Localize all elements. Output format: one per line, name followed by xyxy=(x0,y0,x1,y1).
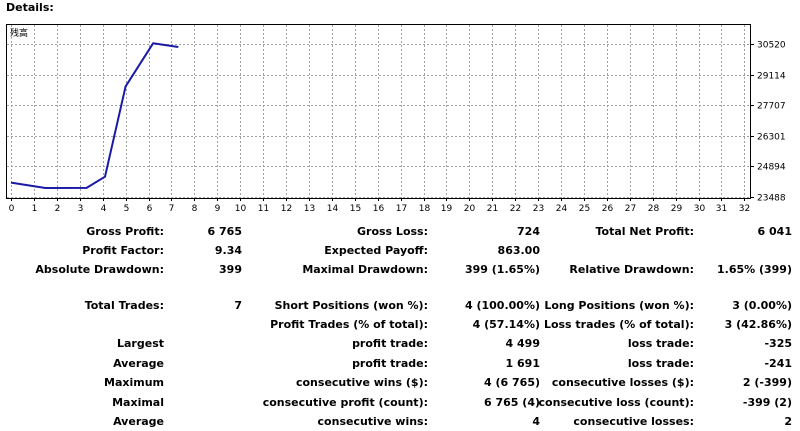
y-tick-label: 24894 xyxy=(757,163,786,173)
relative-drawdown-label: Relative Drawdown: xyxy=(569,263,694,276)
x-tick-label: 30 xyxy=(694,204,706,214)
avg-consec-wins-value: 4 xyxy=(532,415,540,428)
x-tick-label: 24 xyxy=(556,204,568,214)
maximal-consec-loss-label: consecutive loss (count): xyxy=(538,396,694,409)
x-tick-label: 23 xyxy=(533,204,544,214)
x-tick-label: 31 xyxy=(716,204,727,214)
largest-loss-value: -325 xyxy=(764,337,792,350)
x-tick-label: 4 xyxy=(101,204,107,214)
average-label: Average xyxy=(113,357,164,370)
maximal-consec-profit-label: consecutive profit (count): xyxy=(262,396,428,409)
maximal-drawdown-value: 399 (1.65%) xyxy=(464,263,540,276)
gross-loss-label: Gross Loss: xyxy=(357,225,428,238)
legend-label: 残高 xyxy=(10,27,28,39)
profit-trades-label: Profit Trades (% of total): xyxy=(270,318,428,331)
avg-consec-losses-value: 2 xyxy=(784,415,792,428)
max-consec-wins-label: consecutive wins ($): xyxy=(295,376,428,389)
y-tick-label: 30520 xyxy=(757,41,786,51)
largest-loss-label: loss trade: xyxy=(627,337,694,350)
details-heading: Details: xyxy=(6,1,54,14)
x-tick-label: 18 xyxy=(419,204,431,214)
average-loss-value: -241 xyxy=(764,357,792,370)
total-trades-value: 7 xyxy=(234,299,242,312)
largest-label: Largest xyxy=(117,337,164,350)
y-tick-label: 29114 xyxy=(757,72,786,82)
profit-factor-value: 9.34 xyxy=(214,244,242,257)
average2-label: Average xyxy=(113,415,164,428)
avg-consec-losses-label: consecutive losses: xyxy=(573,415,694,428)
gross-profit-value: 6 765 xyxy=(207,225,242,238)
max-consec-losses-label: consecutive losses ($): xyxy=(551,376,694,389)
x-tick-label: 11 xyxy=(258,204,269,214)
absolute-drawdown-value: 399 xyxy=(219,263,242,276)
relative-drawdown-value: 1.65% (399) xyxy=(716,263,792,276)
x-tick-label: 12 xyxy=(281,204,292,214)
absolute-drawdown-label: Absolute Drawdown: xyxy=(35,263,164,276)
average-loss-label: loss trade: xyxy=(627,357,694,370)
x-tick-label: 28 xyxy=(648,204,660,214)
x-tick-label: 27 xyxy=(625,204,636,214)
x-tick-label: 21 xyxy=(487,204,498,214)
average-profit-value: 1 691 xyxy=(505,357,540,370)
short-positions-value: 4 (100.00%) xyxy=(464,299,540,312)
profit-factor-label: Profit Factor: xyxy=(82,244,164,257)
long-positions-value: 3 (0.00%) xyxy=(732,299,792,312)
x-tick-label: 15 xyxy=(350,204,361,214)
long-positions-label: Long Positions (won %): xyxy=(544,299,694,312)
x-tick-label: 19 xyxy=(441,204,453,214)
x-tick-label: 22 xyxy=(510,204,521,214)
x-tick-label: 3 xyxy=(78,204,84,214)
gross-profit-label: Gross Profit: xyxy=(86,225,164,238)
avg-consec-wins-label: consecutive wins: xyxy=(317,415,428,428)
x-tick-label: 13 xyxy=(304,204,315,214)
x-tick-label: 8 xyxy=(192,204,198,214)
total-trades-label: Total Trades: xyxy=(84,299,164,312)
max-consec-wins-value: 4 (6 765) xyxy=(484,376,540,389)
y-tick-label: 27707 xyxy=(757,102,786,112)
x-tick-label: 10 xyxy=(235,204,247,214)
x-tick-label: 17 xyxy=(396,204,407,214)
balance-series-line xyxy=(10,42,179,189)
maximal-label: Maximal xyxy=(112,396,164,409)
average-profit-label: profit trade: xyxy=(352,357,428,370)
expected-payoff-value: 863.00 xyxy=(497,244,540,257)
largest-profit-value: 4 499 xyxy=(505,337,540,350)
expected-payoff-label: Expected Payoff: xyxy=(324,244,428,257)
x-tick-label: 6 xyxy=(147,204,153,214)
short-positions-label: Short Positions (won %): xyxy=(274,299,428,312)
x-tick-label: 32 xyxy=(739,204,750,214)
x-tick-label: 7 xyxy=(169,204,175,214)
x-tick-label: 20 xyxy=(464,204,476,214)
x-tick-label: 2 xyxy=(55,204,61,214)
total-net-profit-value: 6 041 xyxy=(757,225,792,238)
gross-loss-value: 724 xyxy=(517,225,540,238)
total-net-profit-label: Total Net Profit: xyxy=(595,225,695,238)
max-consec-losses-value: 2 (-399) xyxy=(742,376,792,389)
x-tick-label: 16 xyxy=(373,204,385,214)
loss-trades-label: Loss trades (% of total): xyxy=(543,318,694,331)
y-tick-label: 23488 xyxy=(757,194,786,204)
profit-trades-value: 4 (57.14%) xyxy=(472,318,540,331)
maximal-consec-profit-value: 6 765 (4) xyxy=(484,396,540,409)
largest-profit-label: profit trade: xyxy=(352,337,428,350)
x-tick-label: 29 xyxy=(671,204,683,214)
x-tick-label: 25 xyxy=(579,204,590,214)
x-tick-label: 1 xyxy=(32,204,38,214)
maximal-drawdown-label: Maximal Drawdown: xyxy=(302,263,428,276)
maximal-consec-loss-value: -399 (2) xyxy=(742,396,792,409)
x-tick-label: 14 xyxy=(327,204,339,214)
loss-trades-value: 3 (42.86%) xyxy=(724,318,792,331)
x-tick-label: 5 xyxy=(124,204,130,214)
x-tick-label: 26 xyxy=(602,204,614,214)
maximum-label: Maximum xyxy=(104,376,164,389)
x-tick-label: 0 xyxy=(9,204,15,214)
y-tick-label: 26301 xyxy=(757,133,786,143)
x-tick-label: 9 xyxy=(215,204,221,214)
